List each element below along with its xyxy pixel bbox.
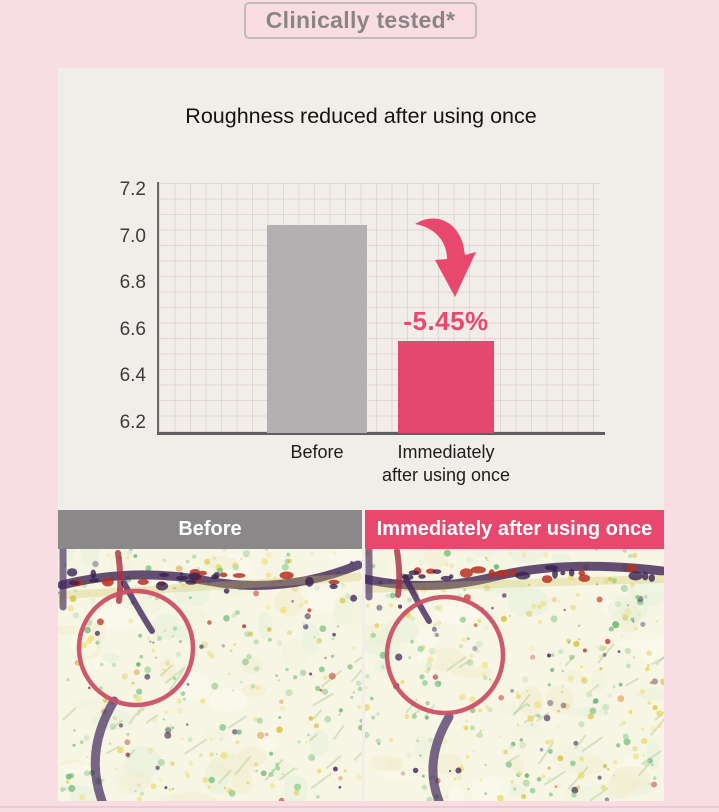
y-tick-label: 6.2 [119,411,146,433]
x-axis-line [157,432,605,435]
x-category-label: Before [290,442,344,462]
section-divider [0,806,719,808]
after-microscopy-image [365,549,664,801]
magnified-area-circle [384,594,506,716]
chart-grid [159,183,600,432]
y-tick-label: 7.2 [119,179,146,200]
y-tick-label: 7.0 [119,225,146,247]
after-panel-header: Immediately after using once [365,510,664,549]
x-category-label: Immediately after using once [381,442,511,485]
magnified-area-circle [76,588,196,708]
decrease-annotation: -5.45% [403,306,489,336]
bar-after [398,341,494,433]
decrease-arrow-icon [415,218,476,297]
chart-title: Roughness reduced after using once [185,104,537,128]
y-tick-label: 6.4 [119,365,146,386]
y-tick-label: 6.6 [119,318,146,340]
y-axis-line [157,182,159,434]
bar-before [267,224,367,433]
before-panel-header: Before [58,510,362,549]
before-microscopy-image [58,549,362,801]
y-tick-label: 6.8 [119,272,146,293]
clinically-tested-badge: Clinically tested* [244,2,477,39]
